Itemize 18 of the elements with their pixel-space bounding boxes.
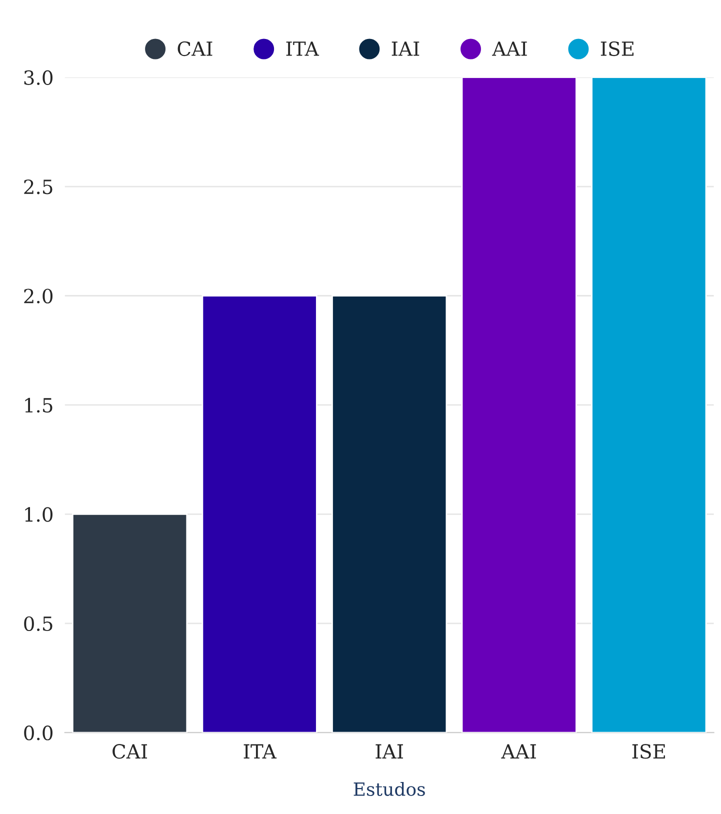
- legend-label: ISE: [600, 41, 634, 56]
- legend-label: IAI: [392, 42, 420, 56]
- x-tick-label: CAI: [112, 744, 148, 759]
- y-tick-label: 3.0: [24, 70, 52, 85]
- legend-label: CAI: [178, 41, 212, 56]
- y-tick-label: 1.0: [25, 507, 52, 522]
- y-tick-label: 2.0: [24, 288, 52, 304]
- legend-label: ITA: [286, 42, 320, 56]
- x-tick-label: AAI: [501, 744, 536, 758]
- x-tick-label: ISE: [632, 744, 665, 759]
- y-tick-label: 1.5: [25, 398, 52, 413]
- x-tick-label: IAI: [376, 744, 403, 758]
- legend-label: AAI: [492, 42, 527, 56]
- y-tick-label: 0.0: [24, 726, 52, 740]
- y-tick-label: 2.5: [24, 180, 52, 194]
- x-axis-title: Estudos: [354, 782, 425, 796]
- x-tick-label: ITA: [244, 744, 277, 758]
- y-tick-label: 0.5: [24, 616, 52, 632]
